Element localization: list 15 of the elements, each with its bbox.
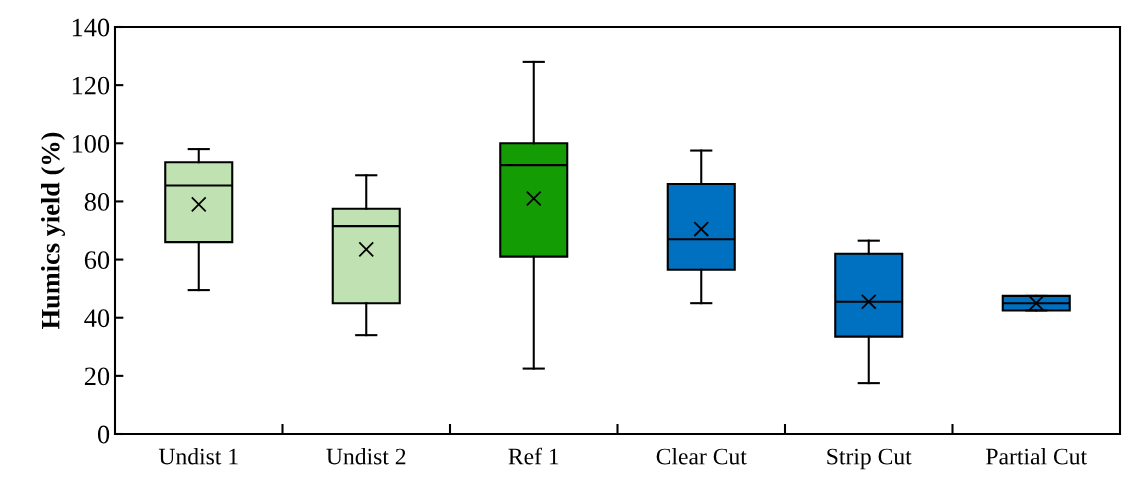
y-tick-label: 140 — [72, 18, 110, 37]
y-tick-label: 120 — [72, 76, 110, 95]
x-tick-label: Undist 1 — [158, 447, 238, 465]
y-tick-label: 100 — [72, 134, 110, 153]
y-tick-label: 20 — [84, 367, 110, 386]
x-tick-label: Clear Cut — [656, 447, 747, 465]
y-tick-label: 0 — [97, 425, 110, 444]
y-axis-title: Humics yield (%) — [40, 132, 65, 329]
x-tick-label: Partial Cut — [986, 447, 1087, 465]
x-tick-label: Ref 1 — [508, 447, 559, 465]
x-tick-label: Undist 2 — [326, 447, 406, 465]
x-tick-label: Strip Cut — [827, 448, 912, 470]
y-tick-label: 80 — [84, 193, 110, 211]
y-tick-label: 60 — [84, 251, 110, 269]
y-tick-label: 40 — [84, 309, 110, 328]
